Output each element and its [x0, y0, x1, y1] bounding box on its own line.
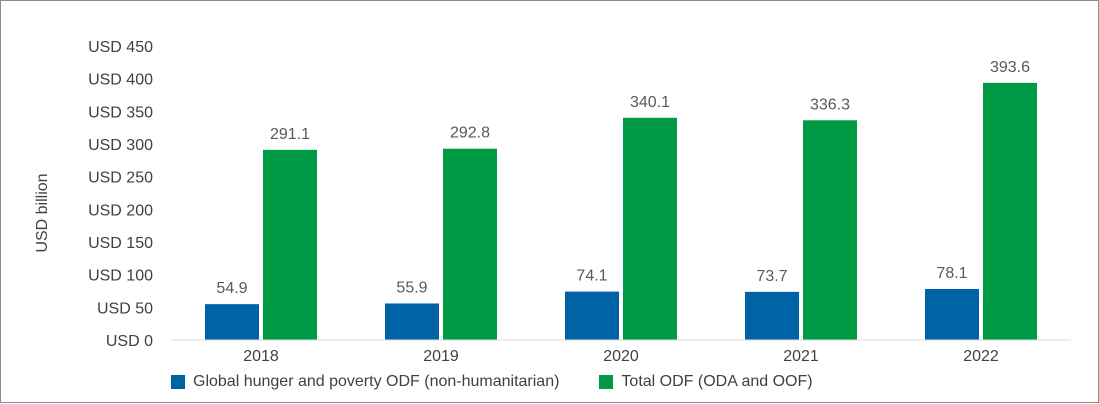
data-label: 55.9: [396, 279, 427, 296]
bar-hunger: [745, 291, 799, 340]
y-tick-label: USD 200: [88, 202, 153, 219]
legend-label-hunger: Global hunger and poverty ODF (non-human…: [193, 373, 560, 390]
y-tick-label: USD 250: [88, 170, 153, 187]
data-label: 73.7: [756, 268, 787, 285]
bar-hunger: [565, 291, 619, 340]
bar-hunger: [925, 288, 979, 340]
data-label: 292.8: [450, 125, 490, 142]
bar-total: [623, 117, 677, 340]
x-tick-label: 2018: [243, 348, 279, 365]
legend-item-hunger: Global hunger and poverty ODF (non-human…: [171, 373, 559, 391]
y-tick-label: USD 350: [88, 104, 153, 121]
data-label: 393.6: [990, 59, 1030, 76]
legend-label-total: Total ODF (ODA and OOF): [621, 373, 813, 390]
legend-swatch-hunger: [171, 375, 185, 389]
y-axis-label: USD billion: [34, 173, 51, 252]
y-tick-label: USD 100: [88, 268, 153, 285]
bar-total: [263, 149, 317, 340]
y-tick-label: USD 450: [88, 39, 153, 56]
y-tick-label: USD 300: [88, 137, 153, 154]
bar-hunger: [205, 304, 259, 340]
y-tick-label: USD 400: [88, 72, 153, 89]
x-tick-label: 2022: [963, 348, 999, 365]
bar-total: [803, 120, 857, 340]
data-label: 340.1: [630, 94, 670, 111]
bar-total: [443, 148, 497, 340]
legend-item-total: Total ODF (ODA and OOF): [599, 373, 813, 391]
legend: Global hunger and poverty ODF (non-human…: [171, 373, 853, 391]
y-tick-label: USD 150: [88, 235, 153, 252]
bar-hunger: [385, 303, 439, 340]
data-label: 291.1: [270, 126, 310, 143]
y-tick-label: USD 0: [106, 333, 153, 350]
legend-swatch-total: [599, 375, 614, 389]
x-tick-label: 2021: [783, 348, 819, 365]
bar-total: [983, 82, 1037, 341]
x-tick-label: 2019: [423, 348, 459, 365]
data-label: 74.1: [576, 268, 607, 285]
x-tick-label: 2020: [603, 348, 639, 365]
data-label: 336.3: [810, 96, 850, 113]
data-label: 78.1: [936, 265, 967, 282]
y-tick-label: USD 50: [97, 300, 153, 317]
data-label: 54.9: [216, 280, 247, 297]
